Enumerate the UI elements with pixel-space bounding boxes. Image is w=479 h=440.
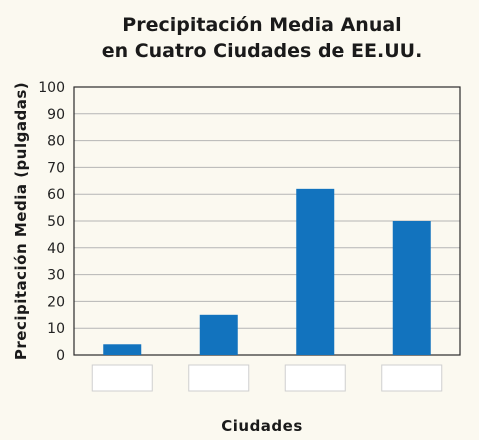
y-tick-label: 90 (47, 107, 65, 123)
x-axis-label: Ciudades (221, 417, 303, 435)
bar (296, 188, 335, 355)
gridlines (74, 113, 460, 329)
y-tick-label: 70 (47, 160, 65, 176)
y-tick-label: 50 (47, 214, 65, 230)
bar (199, 314, 238, 355)
y-tick-label: 60 (47, 187, 65, 203)
chart-title-line-2: en Cuatro Ciudades de EE.UU. (102, 40, 423, 62)
y-tick-label: 30 (47, 268, 65, 284)
y-tick-label: 20 (47, 294, 65, 310)
bar (103, 344, 142, 355)
category-label-boxes (91, 364, 443, 392)
plot-frame (73, 86, 461, 356)
bar (392, 221, 431, 355)
y-tick-label: 100 (38, 80, 65, 96)
category-label-box (91, 364, 153, 392)
y-tick-label: 0 (56, 348, 65, 364)
bars (103, 188, 431, 355)
category-label-box (284, 364, 346, 392)
y-tick-label: 80 (47, 134, 65, 150)
y-tick-labels: 0 10 20 30 40 50 60 70 80 90 100 (38, 80, 65, 364)
chart-title-line-1: Precipitación Media Anual (122, 14, 401, 36)
y-tick-label: 40 (47, 241, 65, 257)
y-tick-label: 10 (47, 321, 65, 337)
y-axis-label: Precipitación Media (pulgadas) (12, 82, 30, 360)
category-label-box (381, 364, 443, 392)
category-label-box (188, 364, 250, 392)
